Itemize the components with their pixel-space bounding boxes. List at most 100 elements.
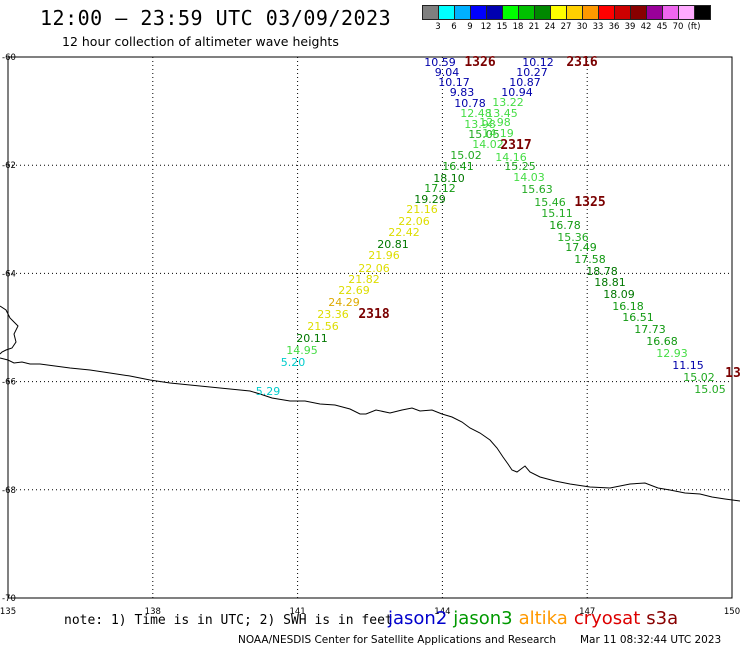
color-swatch — [534, 5, 551, 20]
color-scale-label: 39 — [624, 22, 636, 32]
swh-value: 10.27 — [516, 66, 548, 79]
swh-value: 16.51 — [622, 311, 654, 324]
color-swatch — [598, 5, 615, 20]
swh-value: 14.02 — [472, 138, 504, 151]
color-scale-label: 12 — [480, 22, 492, 32]
swh-value: 15.63 — [521, 183, 553, 196]
swh-value: 16.68 — [646, 335, 678, 348]
color-swatch — [550, 5, 567, 20]
swh-value: 21.82 — [348, 273, 380, 286]
lat-tick-label: -62 — [2, 161, 16, 171]
color-swatches — [422, 5, 711, 20]
swh-value: 10.59 — [424, 56, 456, 69]
lat-tick-label: -68 — [2, 486, 16, 496]
lon-tick-label: 147 — [579, 607, 595, 617]
pass-time-label: 1326 — [464, 55, 495, 70]
swh-value: 17.12 — [424, 182, 456, 195]
swh-value: 12.98 — [479, 116, 511, 129]
color-scale-label: 15 — [496, 22, 508, 32]
color-swatch — [646, 5, 663, 20]
swh-value: 5.20 — [281, 356, 306, 369]
swh-value: 20.81 — [377, 238, 409, 251]
lon-tick-label: 135 — [0, 607, 16, 617]
color-scale-label: 6 — [451, 22, 457, 32]
satellite-label-s3a: s3a — [646, 608, 679, 629]
color-swatch — [694, 5, 711, 20]
swh-value: 18.81 — [594, 276, 626, 289]
swh-value: 13.22 — [492, 96, 524, 109]
swh-value: 15.36 — [557, 231, 589, 244]
page-title: 12:00 – 23:59 UTC 03/09/2023 — [40, 6, 392, 30]
satellite-label-altika: altika — [518, 608, 568, 629]
color-swatch — [582, 5, 599, 20]
swh-value: 21.16 — [406, 203, 438, 216]
swh-value: 22.06 — [358, 262, 390, 275]
swh-value: 13.45 — [486, 107, 518, 120]
color-scale-label: 36 — [608, 22, 620, 32]
swh-value: 18.78 — [586, 265, 618, 278]
swh-value: 13.98 — [464, 118, 496, 131]
color-swatch — [518, 5, 535, 20]
lon-tick-label: 144 — [434, 607, 450, 617]
swh-value: 21.96 — [368, 249, 400, 262]
swh-value: 18.10 — [433, 172, 465, 185]
swh-value: 14.19 — [482, 127, 514, 140]
swh-value: 19.29 — [414, 193, 446, 206]
color-swatch — [470, 5, 487, 20]
lon-tick-label: 150 — [724, 607, 740, 617]
color-scale-label: 18 — [512, 22, 524, 32]
swh-value: 23.36 — [317, 308, 349, 321]
color-swatch — [678, 5, 695, 20]
color-scale-label: 21 — [528, 22, 540, 32]
color-scale-label: (ft) — [687, 22, 701, 32]
color-swatch — [454, 5, 471, 20]
swh-value: 10.17 — [438, 76, 470, 89]
swh-value: 10.78 — [454, 97, 486, 110]
note-text: note: 1) Time is in UTC; 2) SWH is in fe… — [64, 613, 393, 628]
color-scale-label: 3 — [435, 22, 441, 32]
swh-value: 22.69 — [338, 284, 370, 297]
color-scale-label: 24 — [544, 22, 556, 32]
plot-frame — [7, 56, 733, 599]
satellite-label-jason2: jason2 — [388, 608, 448, 629]
swh-value: 16.41 — [442, 160, 474, 173]
color-scale-label: 42 — [640, 22, 652, 32]
coastline-west — [0, 305, 19, 355]
swh-value: 16.18 — [612, 300, 644, 313]
swh-value: 9.04 — [435, 66, 460, 79]
credit-text: NOAA/NESDIS Center for Satellite Applica… — [238, 634, 556, 646]
swh-value: 9.83 — [450, 86, 475, 99]
pass-time-label: 2317 — [500, 138, 531, 153]
pass-time-label: 2318 — [358, 307, 389, 322]
swh-value: 14.95 — [286, 344, 318, 357]
swh-value: 14.03 — [513, 171, 545, 184]
color-swatch — [662, 5, 679, 20]
swh-value: 15.02 — [683, 371, 715, 384]
lon-tick-label: 138 — [145, 607, 161, 617]
lat-tick-label: -64 — [2, 269, 16, 279]
swh-value: 17.73 — [634, 323, 666, 336]
color-swatch — [502, 5, 519, 20]
swh-value: 12.48 — [460, 107, 492, 120]
color-scale-labels: 3 6 9 12 15 18 21 24 27 30 33 36 39 42 45 70 (ft) — [422, 20, 710, 32]
color-swatch — [630, 5, 647, 20]
swh-value: 5.29 — [256, 385, 281, 398]
color-scale-legend: 3 6 9 12 15 18 21 24 27 30 33 36 39 42 45 70 (ft) — [422, 5, 711, 32]
color-swatch — [438, 5, 455, 20]
swh-value: 15.46 — [534, 196, 566, 209]
swh-value: 21.56 — [307, 320, 339, 333]
swh-value: 15.05 — [694, 383, 726, 396]
lat-tick-label: -70 — [2, 594, 16, 604]
pass-time-label: 1325 — [574, 195, 605, 210]
coastline — [0, 357, 740, 502]
lat-tick-label: -66 — [2, 378, 16, 388]
color-swatch — [486, 5, 503, 20]
lon-tick-label: 141 — [289, 607, 305, 617]
color-swatch — [566, 5, 583, 20]
satellite-legend: jason2 jason3 altika cryosat s3a — [388, 608, 684, 629]
swh-value: 24.29 — [328, 296, 360, 309]
color-scale-label: 27 — [560, 22, 572, 32]
color-scale-label: 33 — [592, 22, 604, 32]
swh-value: 11.15 — [672, 359, 704, 372]
swh-value: 18.09 — [603, 288, 635, 301]
